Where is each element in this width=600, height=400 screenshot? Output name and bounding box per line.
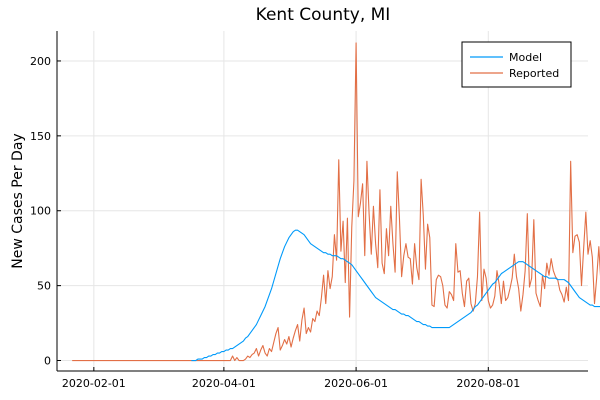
legend: Model Reported [461, 41, 572, 88]
tick-labels: 2020-02-01 2020-04-01 2020-06-01 2020-08-01… [30, 55, 520, 390]
y-tick-label: 0 [44, 355, 51, 368]
x-tick-label: 2020-06-01 [324, 377, 388, 390]
series-line-reported [72, 42, 600, 362]
x-tick-label: 2020-02-01 [62, 377, 126, 390]
y-axis-label: New Cases Per Day [10, 133, 26, 268]
y-tick-label: 150 [30, 130, 51, 143]
y-tick-label: 50 [37, 280, 51, 293]
plot-area [72, 42, 600, 362]
legend-box [461, 41, 572, 88]
x-tick-label: 2020-04-01 [192, 377, 256, 390]
y-tick-label: 100 [30, 205, 51, 218]
y-tick-label: 200 [30, 55, 51, 68]
axes [56, 31, 588, 372]
legend-label-model: Model [509, 51, 542, 64]
legend-label-reported: Reported [509, 67, 559, 80]
chart-title: Kent County, MI [256, 5, 391, 25]
x-tick-label: 2020-08-01 [456, 377, 520, 390]
series-line-model [191, 229, 600, 362]
